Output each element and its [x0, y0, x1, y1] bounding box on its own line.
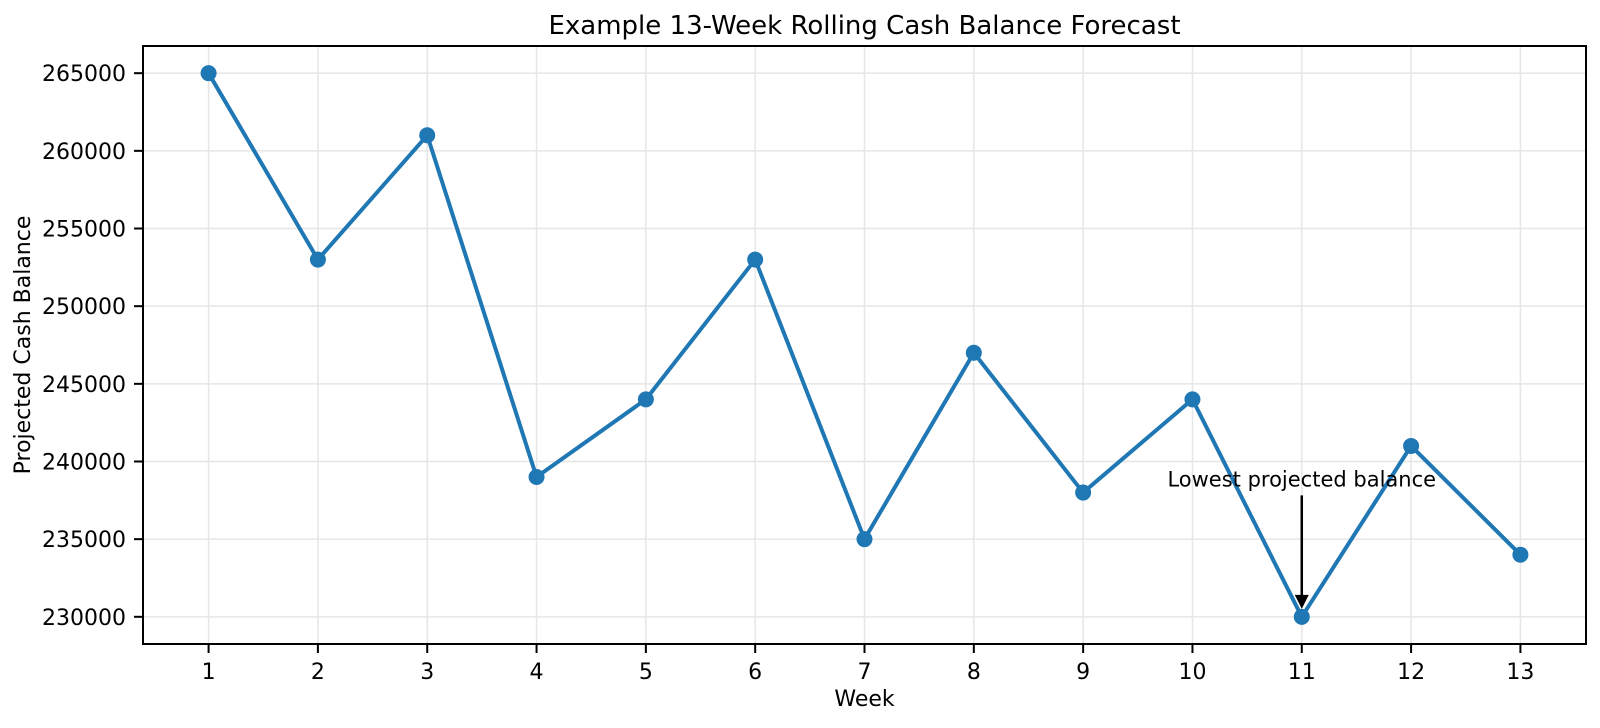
annotation-arrow-layer: [1294, 495, 1309, 609]
x-tick-label: 11: [1288, 660, 1316, 685]
data-point: [1184, 391, 1201, 408]
x-tick-label: 13: [1506, 660, 1534, 685]
y-tick-label: 245000: [42, 373, 126, 398]
x-tick-label: 4: [530, 660, 544, 685]
chart-title: Example 13-Week Rolling Cash Balance For…: [548, 11, 1180, 41]
annotation-arrow-head: [1294, 594, 1309, 609]
data-point: [1293, 608, 1310, 625]
grid-layer: [143, 46, 1586, 644]
x-tick-label: 9: [1076, 660, 1090, 685]
x-tick-label: 6: [748, 660, 762, 685]
data-point: [200, 65, 217, 82]
y-tick-label: 235000: [42, 528, 126, 553]
data-point: [1075, 484, 1092, 501]
x-tick-label: 1: [202, 660, 216, 685]
data-point: [637, 391, 654, 408]
y-axis-label: Projected Cash Balance: [11, 216, 36, 475]
y-tick-label: 265000: [42, 62, 126, 87]
data-point: [965, 344, 982, 361]
series-layer: [200, 65, 1529, 625]
annotation-label: Lowest projected balance: [1167, 467, 1436, 491]
x-tick-label: 12: [1397, 660, 1425, 685]
y-tick-label: 255000: [42, 218, 126, 243]
data-point: [1403, 437, 1420, 454]
x-tick-label: 5: [639, 660, 653, 685]
x-axis-label: Week: [834, 687, 895, 712]
x-tick-label: 8: [967, 660, 981, 685]
data-point: [747, 251, 764, 268]
x-tick-label: 2: [311, 660, 325, 685]
x-tick-label: 3: [420, 660, 434, 685]
data-point: [856, 531, 873, 548]
data-point: [419, 127, 436, 144]
data-point: [528, 469, 545, 486]
y-tick-label: 240000: [42, 450, 126, 475]
data-point: [1512, 546, 1529, 563]
y-tick-label: 230000: [42, 606, 126, 631]
y-tick-label: 250000: [42, 295, 126, 320]
data-point: [309, 251, 326, 268]
x-tick-label: 10: [1178, 660, 1206, 685]
y-tick-label: 260000: [42, 140, 126, 165]
x-tick-label: 7: [858, 660, 872, 685]
axis-layer: 230000 235000 240000 245000 250000 255000 2600…: [42, 45, 1587, 685]
